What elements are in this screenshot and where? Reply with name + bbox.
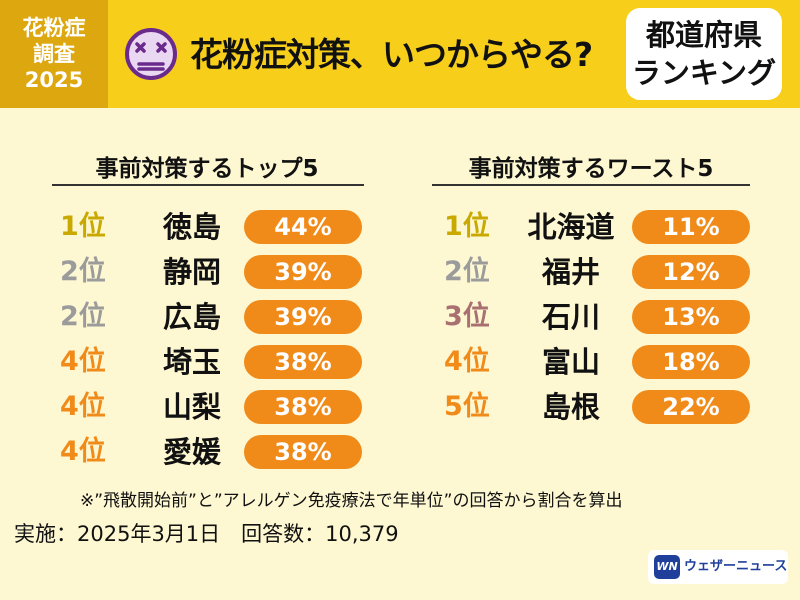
rank-label: 1位 xyxy=(444,211,490,242)
ranking-row: 1位 徳島 44% xyxy=(60,207,390,247)
survey-tag-line: 調査 xyxy=(33,42,75,66)
prefecture-name: 広島 xyxy=(162,300,221,334)
rank-label: 3位 xyxy=(444,301,490,332)
ranking-row: 1位 北海道 11% xyxy=(444,207,774,247)
percent-pill: 39% xyxy=(244,300,362,334)
dizzy-face-icon xyxy=(125,28,177,80)
ranking-row: 3位 石川 13% xyxy=(444,297,774,337)
ranking-row: 2位 静岡 39% xyxy=(60,252,390,292)
ranking-row: 4位 富山 18% xyxy=(444,342,774,382)
prefecture-name: 福井 xyxy=(541,255,600,289)
logo-mark: WN xyxy=(654,555,680,579)
ranking-row: 4位 愛媛 38% xyxy=(60,432,390,472)
ranking-row: 4位 埼玉 38% xyxy=(60,342,390,382)
percent-pill: 44% xyxy=(244,210,362,244)
header-banner: 花粉症 調査 2025 花粉症対策、いつからやる? 都道府県 ランキング xyxy=(0,0,800,108)
prefecture-name: 山梨 xyxy=(162,390,221,424)
worst5-divider xyxy=(432,184,750,186)
percent-pill: 12% xyxy=(632,255,750,289)
page-title: 花粉症対策、いつからやる? xyxy=(190,35,593,74)
rank-label: 4位 xyxy=(60,391,106,422)
percent-pill: 11% xyxy=(632,210,750,244)
rank-label: 2位 xyxy=(60,301,106,332)
prefecture-name: 埼玉 xyxy=(162,345,221,379)
prefecture-name: 島根 xyxy=(541,390,600,424)
prefecture-name: 愛媛 xyxy=(162,435,221,469)
badge-line: ランキング xyxy=(631,56,777,90)
ranking-row: 4位 山梨 38% xyxy=(60,387,390,427)
percent-pill: 39% xyxy=(244,255,362,289)
worst5-title: 事前対策するワースト5 xyxy=(468,156,714,182)
percent-pill: 38% xyxy=(244,345,362,379)
prefecture-name: 富山 xyxy=(541,345,600,379)
ranking-row: 5位 島根 22% xyxy=(444,387,774,427)
rank-label: 1位 xyxy=(60,211,106,242)
percent-pill: 22% xyxy=(632,390,750,424)
logo-text: ウェザーニュース xyxy=(684,559,788,574)
survey-tag-line: 2025 xyxy=(24,68,84,92)
percent-pill: 38% xyxy=(244,435,362,469)
weathernews-logo: WN ウェザーニュース xyxy=(648,550,788,584)
footnote: ※”飛散開始前”と”アレルゲン免疫療法で年単位”の回答から割合を算出 xyxy=(80,491,623,511)
prefecture-name: 北海道 xyxy=(527,210,615,244)
ranking-row: 2位 広島 39% xyxy=(60,297,390,337)
survey-info: 実施：2025年3月1日 回答数：10,379 xyxy=(14,522,399,546)
prefecture-name: 石川 xyxy=(541,300,600,334)
top5-title: 事前対策するトップ5 xyxy=(95,156,319,182)
rank-label: 4位 xyxy=(60,346,106,377)
survey-tag-line: 花粉症 xyxy=(22,16,86,40)
rank-label: 4位 xyxy=(444,346,490,377)
ranking-row: 2位 福井 12% xyxy=(444,252,774,292)
ranking-badge: 都道府県 ランキング xyxy=(626,8,782,100)
percent-pill: 38% xyxy=(244,390,362,424)
survey-tag: 花粉症 調査 2025 xyxy=(0,0,108,108)
badge-line: 都道府県 xyxy=(645,18,762,52)
prefecture-name: 静岡 xyxy=(162,255,221,289)
prefecture-name: 徳島 xyxy=(162,210,221,244)
percent-pill: 13% xyxy=(632,300,750,334)
top5-divider xyxy=(52,184,364,186)
percent-pill: 18% xyxy=(632,345,750,379)
rank-label: 2位 xyxy=(60,256,106,287)
rank-label: 4位 xyxy=(60,436,106,467)
rank-label: 2位 xyxy=(444,256,490,287)
rank-label: 5位 xyxy=(444,391,490,422)
